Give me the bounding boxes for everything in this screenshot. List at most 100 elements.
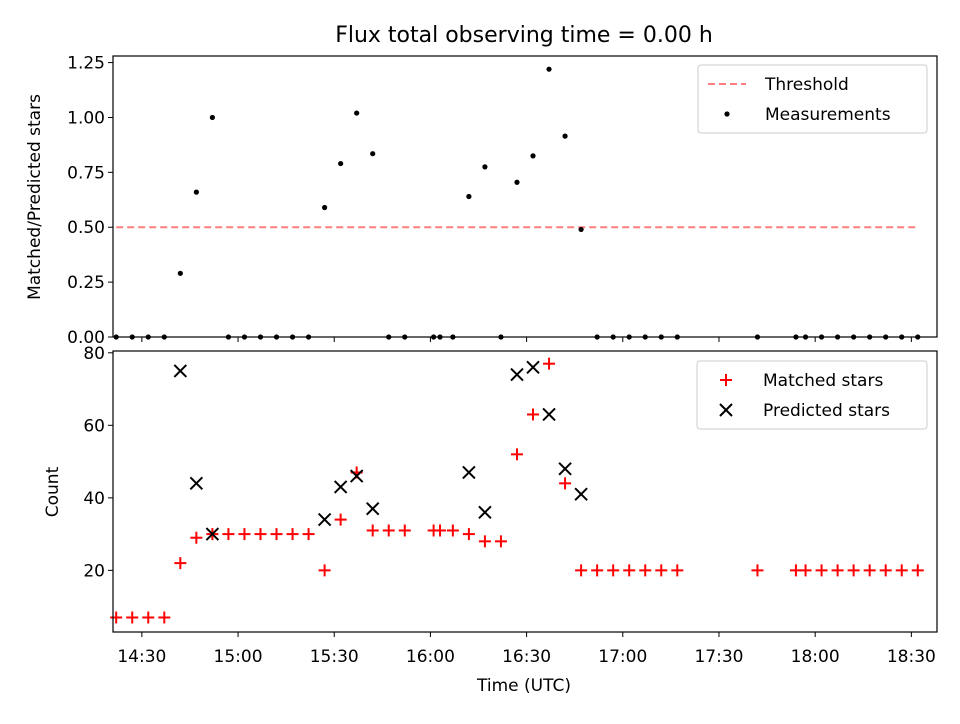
predicted-star-point	[333, 480, 348, 494]
ratio-x-ticks	[141, 337, 912, 342]
matched-star-point	[510, 448, 523, 461]
matched-star-point	[879, 564, 892, 577]
x-tick-label: 18:00	[791, 647, 840, 667]
matched-star-point	[847, 564, 860, 577]
ratio-panel: 0.00 0.25 0.50 0.75 1.00 1.25 Matched/Predict…	[25, 54, 938, 348]
matched-star-point	[527, 408, 540, 421]
measurement-point	[466, 193, 472, 200]
matched-star-point	[607, 564, 620, 577]
y-tick-label: 1.25	[67, 54, 105, 74]
matched-star-point	[671, 564, 684, 577]
x-tick-label: 17:00	[598, 647, 647, 667]
matched-star-point	[238, 528, 251, 541]
predicted-star-point	[365, 502, 380, 516]
matched-star-point	[286, 528, 299, 541]
matched-star-point	[591, 564, 604, 577]
measurement-point	[209, 114, 215, 121]
predicted-star-point	[542, 407, 556, 422]
measurement-point	[530, 153, 536, 159]
measurement-point	[370, 151, 376, 157]
matched-star-point	[543, 357, 556, 370]
matched-star-point	[815, 564, 828, 577]
measurements-legend-swatch	[724, 111, 730, 117]
measurement-point	[546, 66, 552, 72]
matched-legend-label: Matched stars	[763, 371, 883, 391]
ratio-axes-frame	[112, 55, 938, 338]
matched-star-point	[126, 611, 139, 624]
predicted-star-point	[478, 505, 492, 520]
y-tick-label: 0.00	[67, 328, 105, 348]
ratio-y-axis-label: Matched/Predicted stars	[25, 94, 45, 300]
y-tick-label: 20	[83, 561, 105, 581]
count-legend: Matched stars Predicted stars	[696, 360, 928, 430]
x-tick-label: 16:30	[502, 647, 551, 667]
matched-star-point	[462, 528, 475, 541]
matched-star-point	[559, 477, 572, 490]
predicted-star-point	[574, 487, 588, 501]
ratio-legend-box	[697, 64, 928, 134]
predicted-star-point	[510, 367, 524, 382]
y-tick-label: 0.50	[67, 218, 105, 238]
threshold-legend-label: Threshold	[764, 75, 849, 95]
matched-star-point	[398, 524, 411, 537]
matched-star-point	[863, 564, 876, 577]
measurement-point	[354, 110, 360, 116]
measurement-point	[578, 226, 584, 233]
y-tick-label: 0.25	[67, 273, 105, 293]
y-tick-label: 40	[83, 489, 105, 509]
predicted-star-point	[462, 465, 476, 480]
matched-star-point	[334, 513, 347, 526]
count-legend-box	[696, 360, 928, 430]
predicted-star-point	[205, 527, 220, 541]
x-tick-label: 15:00	[214, 647, 263, 667]
predicted-star-point	[189, 476, 204, 491]
matched-star-point	[478, 535, 491, 548]
matched-star-point	[494, 535, 507, 548]
measurement-point	[482, 164, 488, 170]
ratio-legend: Threshold Measurements	[697, 64, 928, 134]
measurement-point	[193, 189, 199, 195]
matched-star-point	[190, 531, 203, 544]
predicted-legend-swatch	[719, 403, 733, 417]
matched-star-point	[434, 524, 447, 537]
matched-star-point	[895, 564, 908, 577]
matched-star-point	[302, 528, 315, 541]
count-x-ticks: 14:30 15:00 15:30 16:00 16:30 17:00 17:30 18:00…	[117, 632, 936, 667]
matched-star-point	[623, 564, 636, 577]
matched-star-point	[174, 557, 187, 570]
count-y-axis-label: Count	[43, 466, 63, 517]
x-tick-label: 18:30	[887, 647, 936, 667]
matched-star-point	[575, 564, 588, 577]
y-tick-label: 60	[83, 416, 105, 436]
chart-title: Flux total observing time = 0.00 h	[335, 23, 713, 48]
x-tick-label: 15:30	[310, 647, 359, 667]
predicted-star-point	[349, 469, 364, 483]
matched-star-point	[222, 528, 235, 541]
x-tick-label: 16:00	[406, 647, 455, 667]
count-axes-frame	[112, 350, 938, 633]
matched-star-point	[110, 611, 123, 624]
x-axis-label: Time (UTC)	[476, 676, 571, 696]
measurement-point	[514, 179, 520, 185]
matched-star-point	[270, 528, 283, 541]
matched-star-point	[254, 528, 267, 541]
measurement-point	[562, 133, 568, 139]
measurement-point	[322, 204, 328, 211]
measurements-legend-label: Measurements	[765, 105, 891, 125]
matched-legend-swatch	[720, 374, 732, 386]
matched-star-point	[318, 564, 331, 577]
count-plot-area	[110, 357, 924, 624]
matched-star-point	[158, 611, 171, 624]
y-tick-label: 80	[83, 344, 105, 364]
matched-star-point	[639, 564, 652, 577]
predicted-star-point	[526, 360, 540, 375]
matched-star-point	[831, 564, 844, 577]
matched-star-point	[751, 564, 764, 577]
ratio-y-ticks: 0.00 0.25 0.50 0.75 1.00 1.25	[67, 54, 113, 348]
predicted-legend-label: Predicted stars	[763, 401, 890, 421]
matched-star-point	[142, 611, 155, 624]
x-tick-label: 17:30	[694, 647, 743, 667]
matched-star-point	[799, 564, 812, 577]
